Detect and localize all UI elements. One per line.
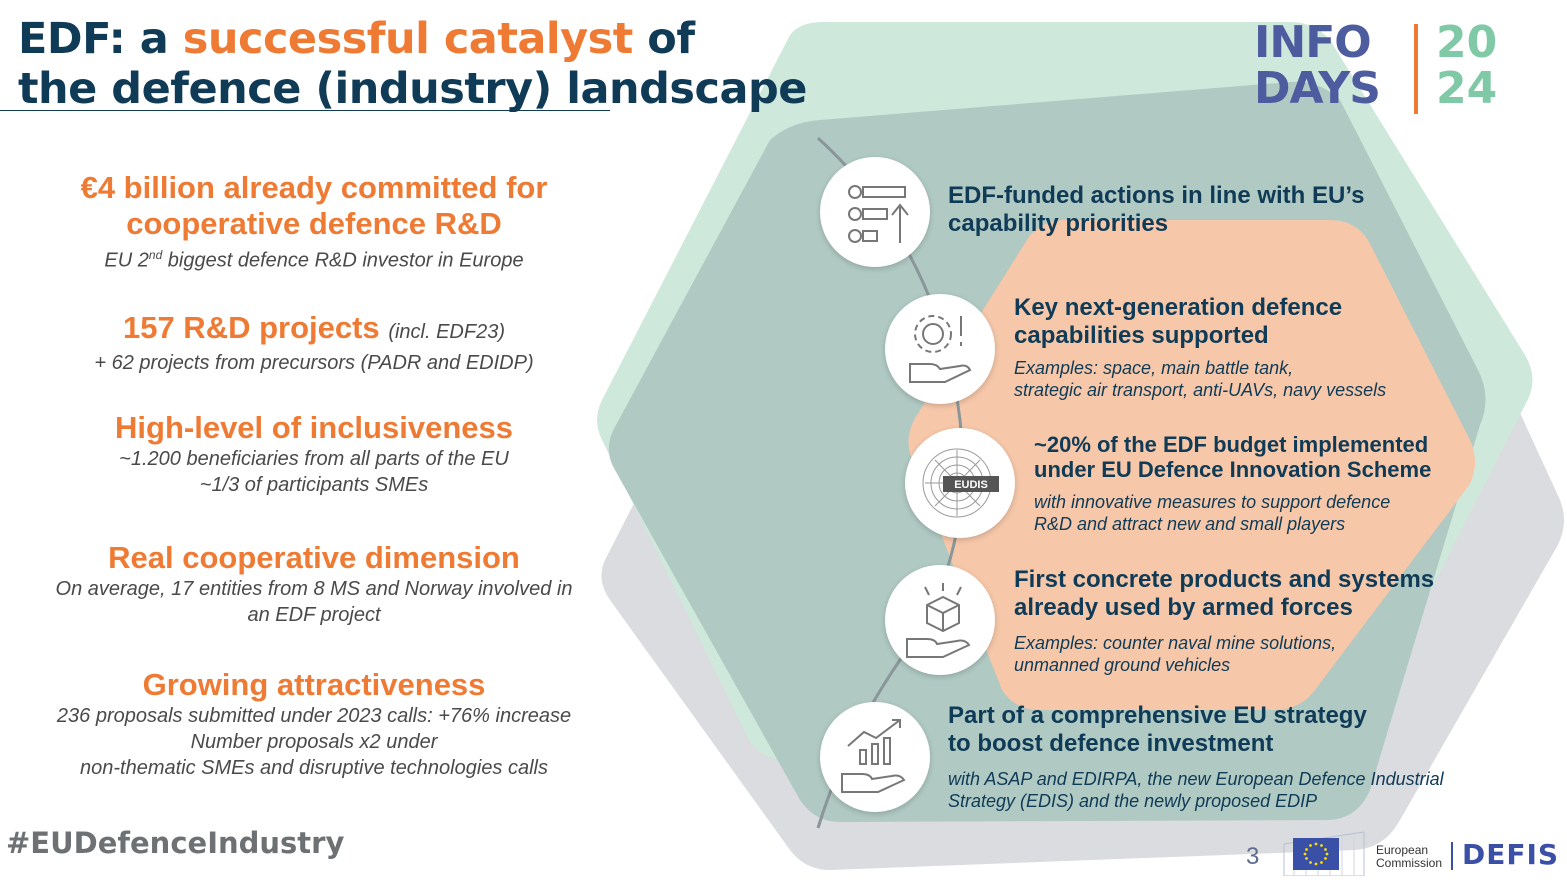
- commission-label: European Commission: [1376, 843, 1443, 870]
- title-underline: [0, 110, 610, 111]
- peach-hexagon: [908, 220, 1475, 710]
- growth-chart-hand-icon: [820, 702, 930, 812]
- stat-headline: High-level of inclusiveness: [115, 410, 513, 445]
- title-part1: EDF: a: [18, 14, 183, 64]
- item-title: First concrete products and systems alrea…: [1014, 566, 1435, 621]
- stat-detail: non-thematic SMEs and disruptive technol…: [79, 757, 549, 779]
- logo-days: DAYS: [1254, 63, 1381, 114]
- stat-detail: 236 proposals submitted under 2023 calls…: [56, 705, 572, 727]
- item-description: Examples: counter naval mine solutions, u…: [1014, 633, 1337, 675]
- dg-defis-logo: DEFIS: [1462, 838, 1560, 871]
- item-description: Examples: space, main battle tank, strate…: [1014, 358, 1387, 400]
- eudis-badge: EUDIS: [954, 479, 988, 491]
- stat-headline: Real cooperative dimension: [108, 540, 520, 575]
- stat-headline: 157 R&D projects (incl. EDF23): [122, 310, 506, 345]
- hashtag: #EUDefenceIndustry: [6, 826, 345, 860]
- item-description: with innovative measures to support defe…: [1034, 492, 1391, 534]
- info-days-logo: INFO DAYS 20 24: [1254, 18, 1522, 118]
- footer-divider: [1451, 842, 1453, 870]
- stat-detail: an EDF project: [247, 604, 381, 626]
- eu-flag-icon: [1293, 838, 1339, 870]
- title-part2: of: [632, 14, 695, 64]
- stat-budget: €4 billion already committed for cooperat…: [0, 170, 628, 274]
- stat-detail: ~1.200 beneficiaries from all parts of t…: [119, 448, 509, 470]
- stat-detail: + 62 projects from precursors (PADR and …: [94, 352, 534, 374]
- stat-attractiveness: Growing attractiveness 236 proposals sub…: [0, 667, 628, 781]
- stat-inclusiveness: High-level of inclusiveness ~1.200 benef…: [0, 410, 628, 498]
- item-title: ~20% of the EDF budget implemented under …: [1034, 432, 1432, 482]
- gear-hand-icon: [885, 294, 995, 404]
- item-title: EDF-funded actions in line with EU’s capa…: [948, 182, 1365, 237]
- stat-headline: Growing attractiveness: [142, 667, 486, 702]
- stat-headline: €4 billion already committed for cooperat…: [80, 170, 548, 241]
- page-title: EDF: a successful catalyst of the defenc…: [18, 14, 807, 114]
- page-number: 3: [1246, 843, 1260, 870]
- stat-detail: On average, 17 entities from 8 MS and No…: [55, 578, 573, 600]
- logo-text: INFO DAYS: [1254, 17, 1381, 114]
- stat-cooperation: Real cooperative dimension On average, 1…: [0, 540, 628, 628]
- stat-detail: EU 2nd biggest defence R&D investor in E…: [104, 248, 524, 272]
- stat-projects: 157 R&D projects (incl. EDF23) + 62 proj…: [0, 310, 628, 376]
- stat-detail: Number proposals x2 under: [190, 731, 438, 753]
- item-title: Key next-generation defence capabilities …: [1014, 294, 1343, 349]
- stat-detail: ~1/3 of participants SMEs: [199, 474, 429, 496]
- numbered-list-icon: [820, 157, 930, 267]
- title-line2: the defence (industry) landscape: [18, 64, 807, 114]
- logo-year: 20 24: [1436, 20, 1497, 112]
- logo-info: INFO: [1254, 17, 1372, 68]
- item-title: Part of a comprehensive EU strategy to bo…: [948, 702, 1367, 757]
- eudis-logo-icon: EUDIS: [905, 428, 1015, 538]
- box-hand-icon: [885, 565, 995, 675]
- item-description: with ASAP and EDIRPA, the new European D…: [948, 769, 1444, 811]
- logo-divider: [1414, 24, 1418, 114]
- logo-year-1: 20: [1436, 17, 1498, 68]
- logo-year-2: 24: [1436, 63, 1498, 114]
- title-highlight: successful catalyst: [182, 14, 634, 64]
